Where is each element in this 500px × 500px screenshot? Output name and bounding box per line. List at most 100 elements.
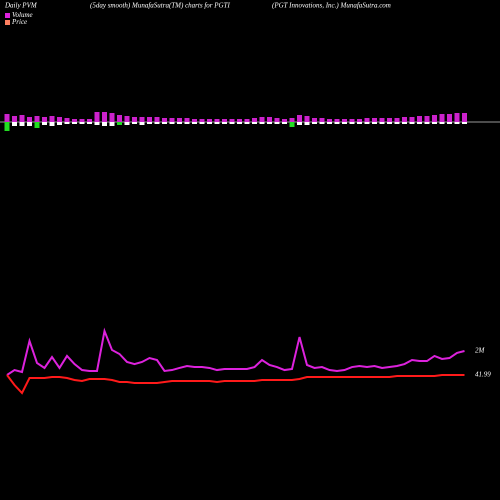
volume-bar: [244, 122, 250, 124]
series-line: [6, 327, 465, 376]
volume-bar: [379, 122, 385, 124]
volume-bar: [454, 113, 460, 122]
volume-bar: [357, 119, 362, 122]
volume-bar: [139, 117, 145, 122]
volume-bar: [199, 122, 205, 124]
volume-bar: [177, 118, 182, 122]
volume-bar: [229, 119, 235, 122]
volume-bar: [177, 122, 182, 124]
volume-bar: [297, 122, 302, 125]
volume-bar: [154, 122, 160, 124]
volume-bar: [162, 122, 167, 124]
volume-bar: [387, 118, 392, 122]
volume-bar: [132, 122, 137, 124]
volume-bar: [364, 118, 370, 122]
volume-bar: [72, 122, 77, 124]
volume-bar: [229, 122, 235, 124]
volume-bar: [109, 113, 115, 122]
volume-bar: [252, 118, 257, 122]
legend-swatch: [5, 13, 10, 18]
volume-bar: [147, 117, 152, 122]
volume-bar: [282, 119, 287, 122]
volume-bar: [222, 119, 227, 122]
volume-bar: [349, 119, 355, 122]
volume-bar: [27, 122, 32, 126]
volume-bar: [334, 122, 340, 124]
volume-bar: [289, 118, 295, 122]
volume-bar: [34, 116, 40, 122]
volume-bar: [87, 119, 92, 122]
volume-bar: [132, 117, 137, 122]
volume-bar: [72, 119, 77, 122]
series-line: [6, 374, 465, 395]
volume-bar: [432, 115, 437, 122]
volume-bar: [49, 122, 55, 126]
volume-bar: [417, 116, 422, 122]
volume-bar: [297, 115, 302, 122]
volume-bar: [274, 122, 280, 124]
volume-bar: [222, 122, 227, 124]
volume-bar: [409, 117, 415, 122]
volume-bar: [424, 122, 430, 124]
volume-bar: [139, 122, 145, 125]
volume-bar: [364, 122, 370, 124]
header-center: (5day smooth) MunafaSutra(TM) charts for…: [90, 2, 230, 10]
volume-bar: [319, 122, 325, 124]
volume-bar: [372, 118, 377, 122]
volume-bar: [192, 119, 197, 122]
volume-bar: [244, 119, 250, 122]
volume-bar: [342, 119, 347, 122]
volume-bar: [282, 122, 287, 124]
volume-bar: [57, 122, 62, 125]
volume-bar: [42, 122, 47, 125]
volume-bar: [387, 122, 392, 124]
volume-bar: [372, 122, 377, 124]
volume-bar: [64, 118, 70, 122]
legend-label: Price: [11, 18, 27, 26]
volume-bar: [447, 122, 452, 124]
legend-swatch: [5, 20, 10, 25]
legend-label: Volume: [12, 11, 33, 19]
volume-bar: [454, 122, 460, 124]
volume-bar: [379, 118, 385, 122]
volume-bar: [184, 118, 190, 122]
volume-bar: [214, 119, 220, 122]
volume-bar: [439, 114, 445, 122]
volume-bar: [79, 122, 85, 124]
volume-bar: [312, 122, 317, 124]
volume-bar: [34, 122, 40, 128]
volume-bar: [102, 122, 107, 126]
volume-bar: [289, 122, 295, 127]
volume-bar: [424, 116, 430, 122]
volume-bar: [19, 115, 25, 122]
volume-bar: [259, 117, 265, 122]
volume-bar: [124, 122, 130, 125]
volume-bar: [19, 122, 25, 126]
volume-bar: [252, 122, 257, 124]
volume-bar: [304, 116, 310, 122]
volume-bar: [94, 112, 100, 122]
volume-bar: [334, 119, 340, 122]
volume-bar: [102, 112, 107, 122]
volume-bar: [192, 122, 197, 124]
volume-bar: [402, 117, 407, 122]
volume-bar: [357, 122, 362, 124]
volume-bar: [109, 122, 115, 126]
end-label: 41.99: [475, 371, 491, 379]
volume-bar: [117, 122, 122, 125]
volume-bar: [237, 122, 242, 124]
volume-bar: [304, 122, 310, 125]
volume-bar: [259, 122, 265, 124]
volume-bar: [199, 119, 205, 122]
volume-bar: [49, 116, 55, 122]
volume-bar: [462, 113, 467, 122]
volume-bar: [87, 122, 92, 124]
volume-bar: [207, 119, 212, 122]
volume-bar: [312, 118, 317, 122]
volume-bar: [12, 116, 17, 122]
volume-bar: [169, 122, 175, 124]
volume-bar: [402, 122, 407, 124]
volume-bar: [42, 117, 47, 122]
